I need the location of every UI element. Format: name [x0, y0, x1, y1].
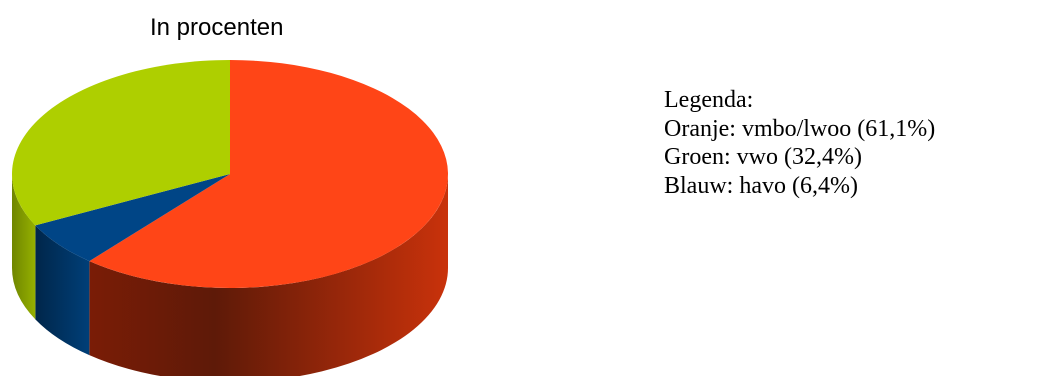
chart-title: In procenten — [150, 14, 284, 41]
pie-slice-vmbo-lwoo — [89, 60, 448, 288]
legend-entry-blauw: Blauw: havo (6,4%) — [664, 172, 858, 199]
pie-side-vmbo-lwoo — [89, 174, 448, 376]
pie-slice-vwo — [11, 60, 230, 226]
legend-entry-oranje: Oranje: vmbo/lwoo (61,1%) — [664, 115, 936, 142]
legend-entry-groen: Groen: vwo (32,4%) — [664, 144, 862, 170]
legend: Legenda: Oranje: vmbo/lwoo (61,1%) Groen… — [664, 86, 935, 200]
legend-heading: Legenda: — [664, 87, 754, 113]
pie-chart — [11, 60, 448, 376]
pie-side-vwo — [12, 174, 36, 320]
pie-slice-havo — [35, 174, 230, 262]
pie-side-havo — [35, 225, 90, 356]
